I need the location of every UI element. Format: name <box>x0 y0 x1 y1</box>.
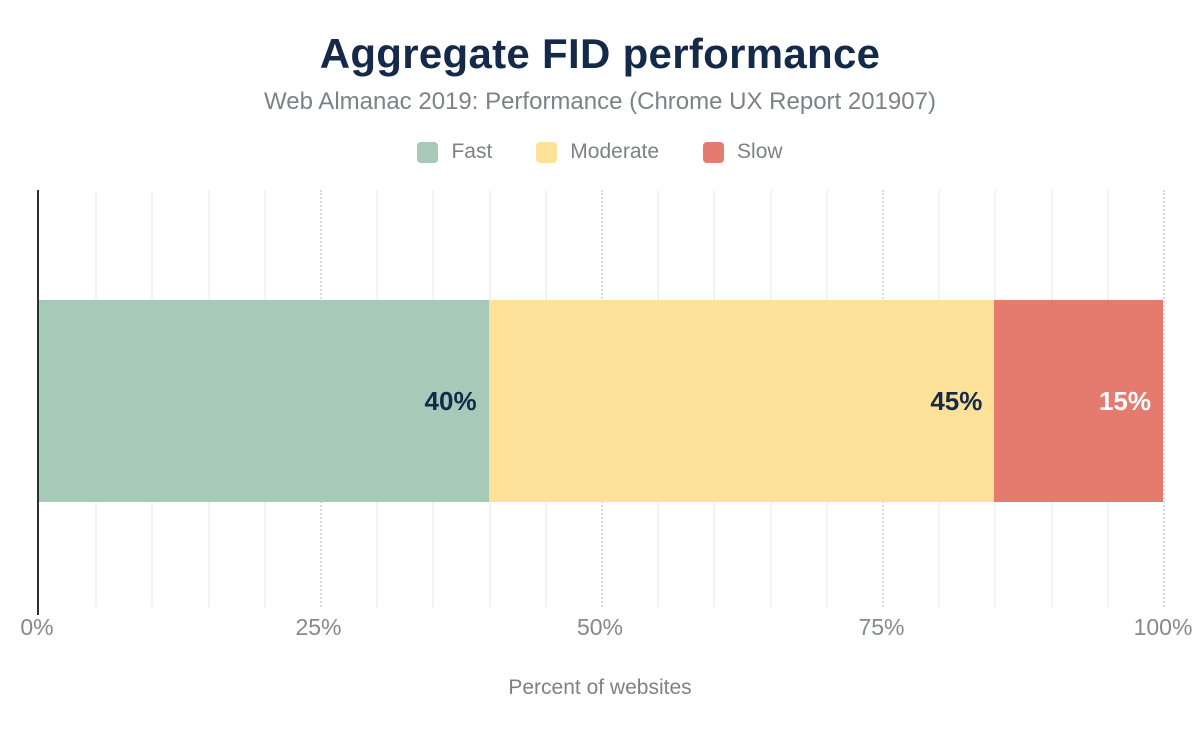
legend: Fast Moderate Slow <box>0 140 1200 164</box>
bar-segment-moderate[interactable]: 45% <box>488 300 995 502</box>
x-tick-label-75: 75% <box>858 614 905 640</box>
bar-segment-fast[interactable]: 40% <box>39 300 489 502</box>
chart-subtitle: Web Almanac 2019: Performance (Chrome UX… <box>264 88 936 115</box>
bar-data-label: 45% <box>930 385 983 416</box>
bar-segment-slow[interactable]: 15% <box>994 300 1163 502</box>
legend-item-moderate[interactable]: Moderate <box>536 140 659 164</box>
x-axis-tick-labels: 0% 25% 50% 75% 100% <box>20 614 1192 644</box>
bar-data-label: 15% <box>1098 385 1151 416</box>
x-axis-title: Percent of websites <box>508 676 692 699</box>
x-tick-label-25: 25% <box>295 614 342 640</box>
legend-swatch-fast <box>417 141 439 163</box>
plot-area: 40% 45% 15% <box>37 190 1165 615</box>
legend-label: Moderate <box>570 140 660 163</box>
legend-swatch-slow <box>703 141 725 163</box>
legend-item-fast[interactable]: Fast <box>417 140 492 164</box>
legend-label: Fast <box>451 140 493 163</box>
bar-data-label: 40% <box>424 385 477 416</box>
major-gridline-100 <box>1163 190 1165 607</box>
legend-item-slow[interactable]: Slow <box>703 140 783 164</box>
stacked-bar: 40% 45% 15% <box>39 300 1163 502</box>
legend-swatch-moderate <box>536 141 558 163</box>
legend-label: Slow <box>737 140 783 163</box>
x-tick-label-50: 50% <box>576 614 624 640</box>
x-axis-zero-tick <box>37 607 39 615</box>
x-tick-label-100: 100% <box>1133 614 1193 640</box>
x-tick-label-0: 0% <box>20 614 54 640</box>
chart-title: Aggregate FID performance <box>319 30 881 77</box>
